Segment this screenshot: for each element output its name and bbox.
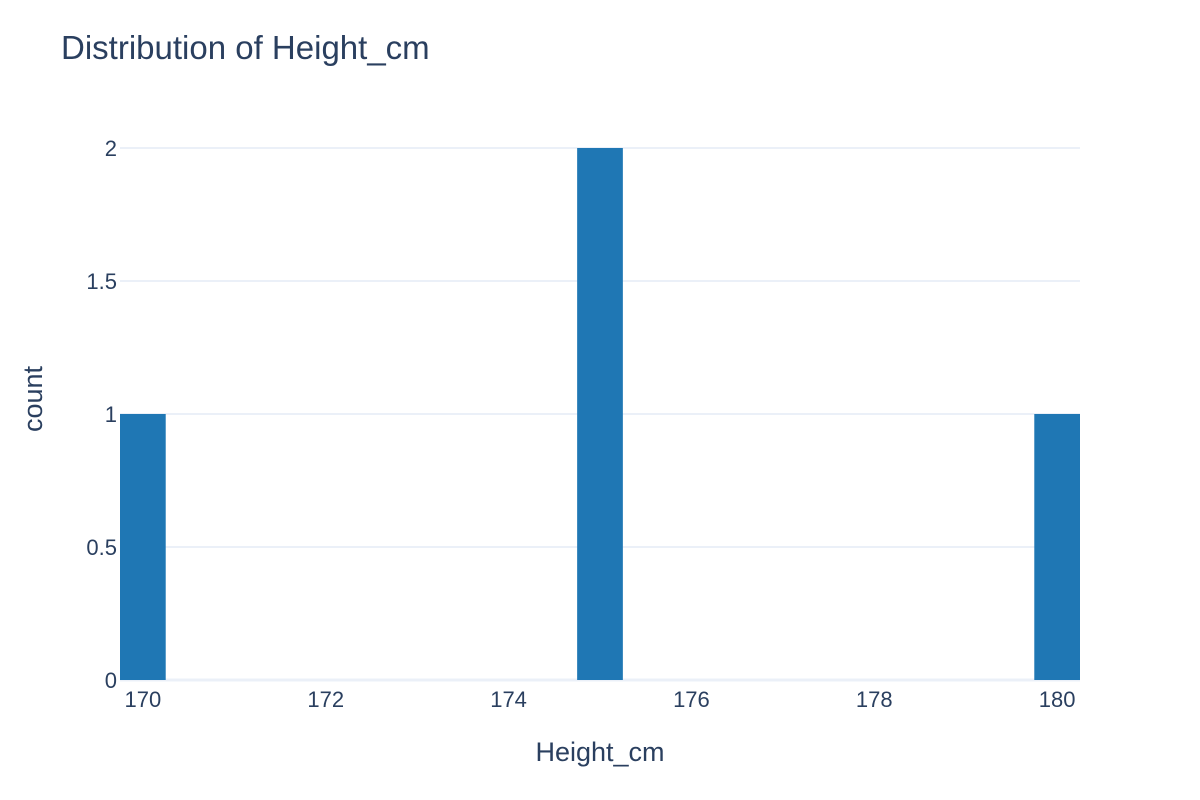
x-axis-title: Height_cm — [535, 737, 664, 767]
x-tick-label: 180 — [1039, 687, 1076, 712]
y-tick-label: 0.5 — [86, 535, 117, 560]
bars — [120, 148, 1080, 680]
y-tick-label: 1 — [105, 402, 117, 427]
y-tick-label: 2 — [105, 136, 117, 161]
y-tick-label: 0 — [105, 668, 117, 693]
x-tick-label: 174 — [490, 687, 527, 712]
histogram-bar — [120, 414, 166, 680]
y-tick-labels: 0 0.5 1 1.5 2 — [86, 136, 117, 693]
x-tick-label: 170 — [124, 687, 161, 712]
chart-title: Distribution of Height_cm — [61, 29, 430, 66]
histogram-bar — [1034, 414, 1080, 680]
x-tick-labels: 170 172 174 176 178 180 — [124, 687, 1075, 712]
x-tick-label: 178 — [856, 687, 893, 712]
y-axis-title: count — [18, 365, 48, 432]
y-tick-label: 1.5 — [86, 269, 117, 294]
x-tick-label: 176 — [673, 687, 710, 712]
histogram-bar — [577, 148, 623, 680]
x-tick-label: 172 — [307, 687, 344, 712]
